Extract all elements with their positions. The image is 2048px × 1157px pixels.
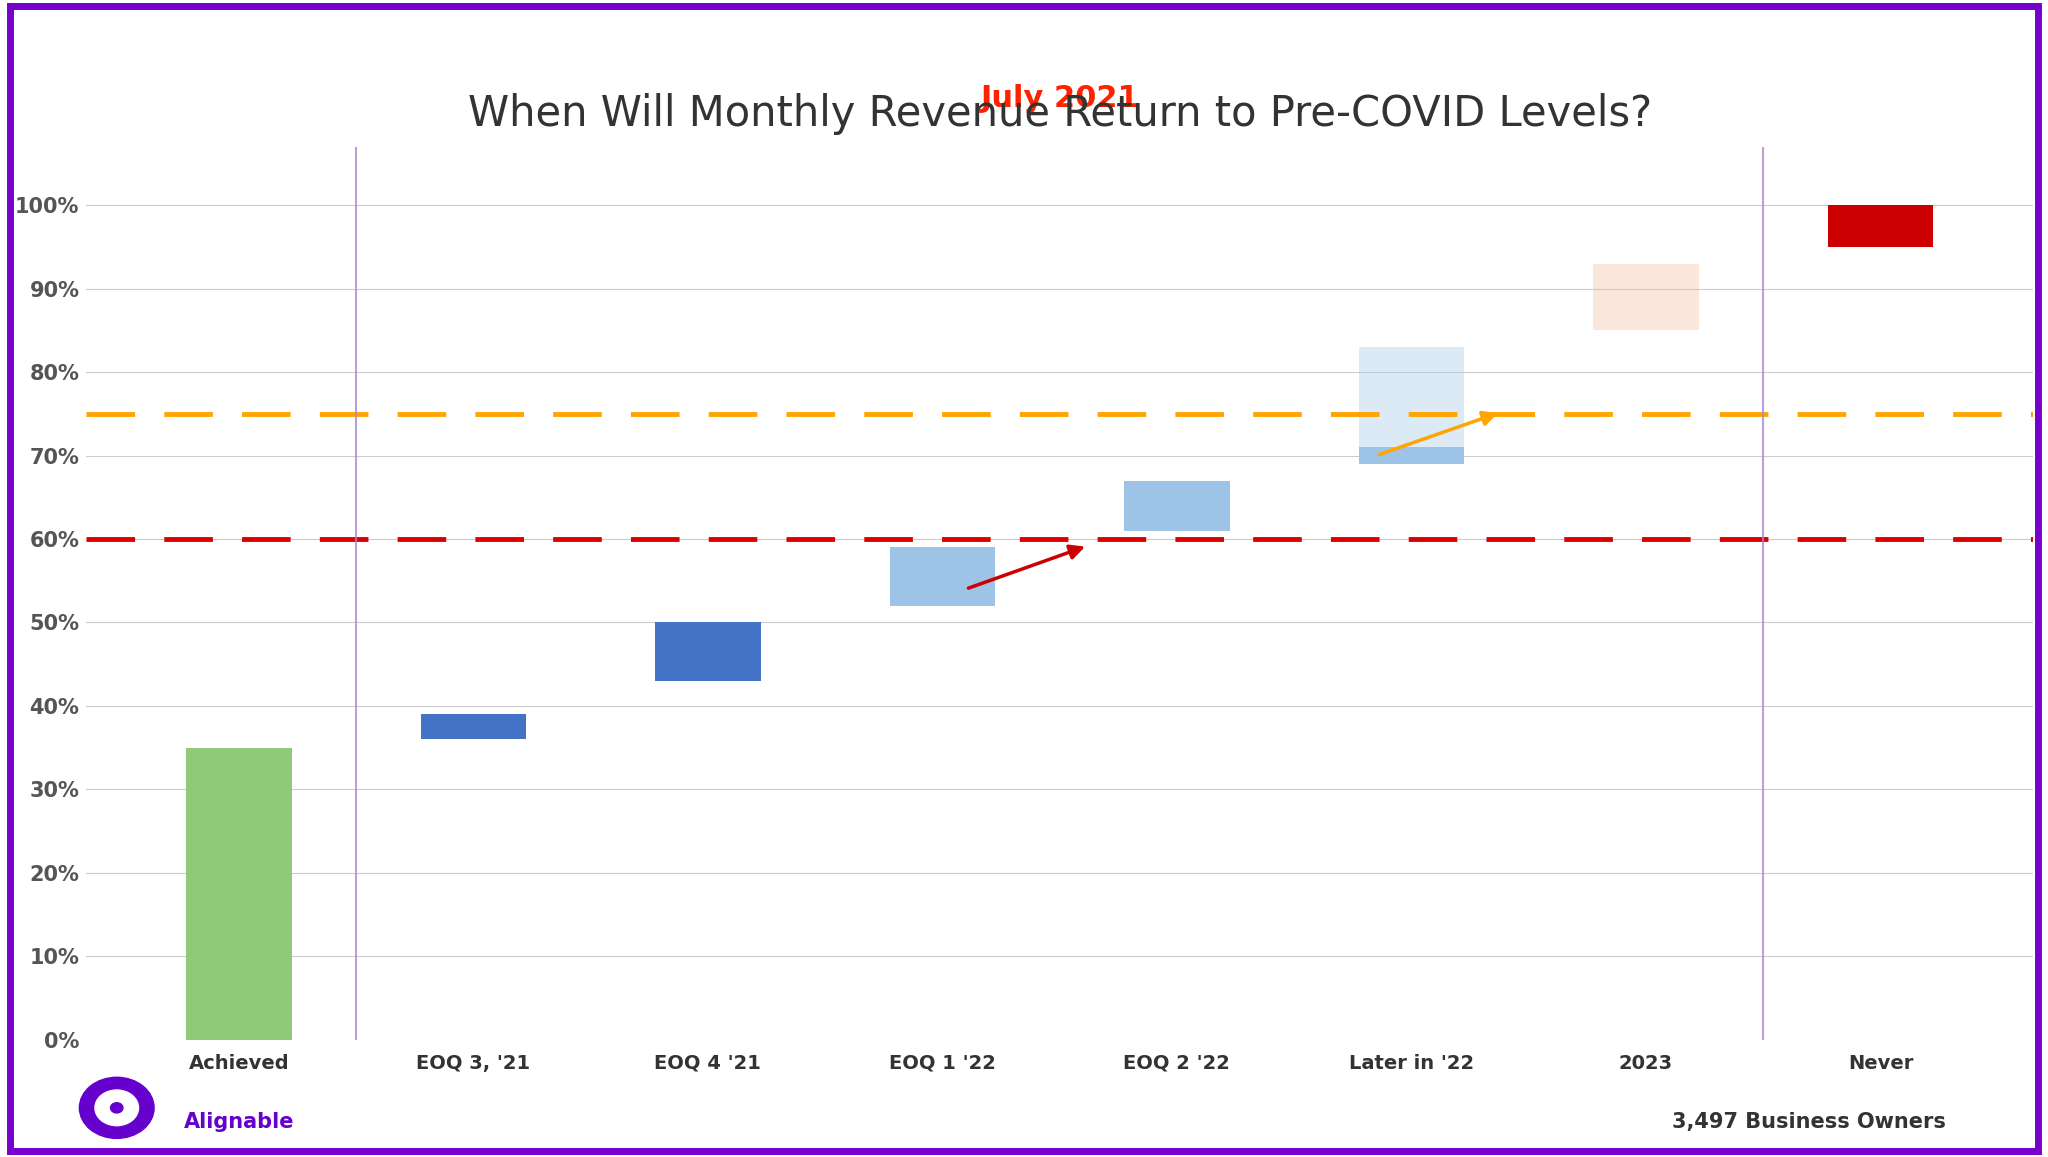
Bar	[420, 714, 526, 739]
Text: July 2021: July 2021	[981, 84, 1139, 113]
Bar	[1358, 448, 1464, 464]
Bar	[1593, 264, 1698, 331]
Bar	[1827, 205, 1933, 246]
Circle shape	[111, 1103, 123, 1113]
Bar	[1358, 347, 1464, 448]
Bar	[186, 747, 291, 1040]
Title: When Will Monthly Revenue Return to Pre-COVID Levels?: When Will Monthly Revenue Return to Pre-…	[467, 93, 1653, 135]
Circle shape	[80, 1077, 154, 1138]
Text: Alignable: Alignable	[184, 1112, 295, 1132]
Circle shape	[94, 1090, 139, 1126]
Bar	[655, 622, 760, 680]
Bar	[889, 547, 995, 606]
Text: 3,497 Business Owners: 3,497 Business Owners	[1671, 1112, 1946, 1132]
Bar	[1124, 480, 1229, 531]
